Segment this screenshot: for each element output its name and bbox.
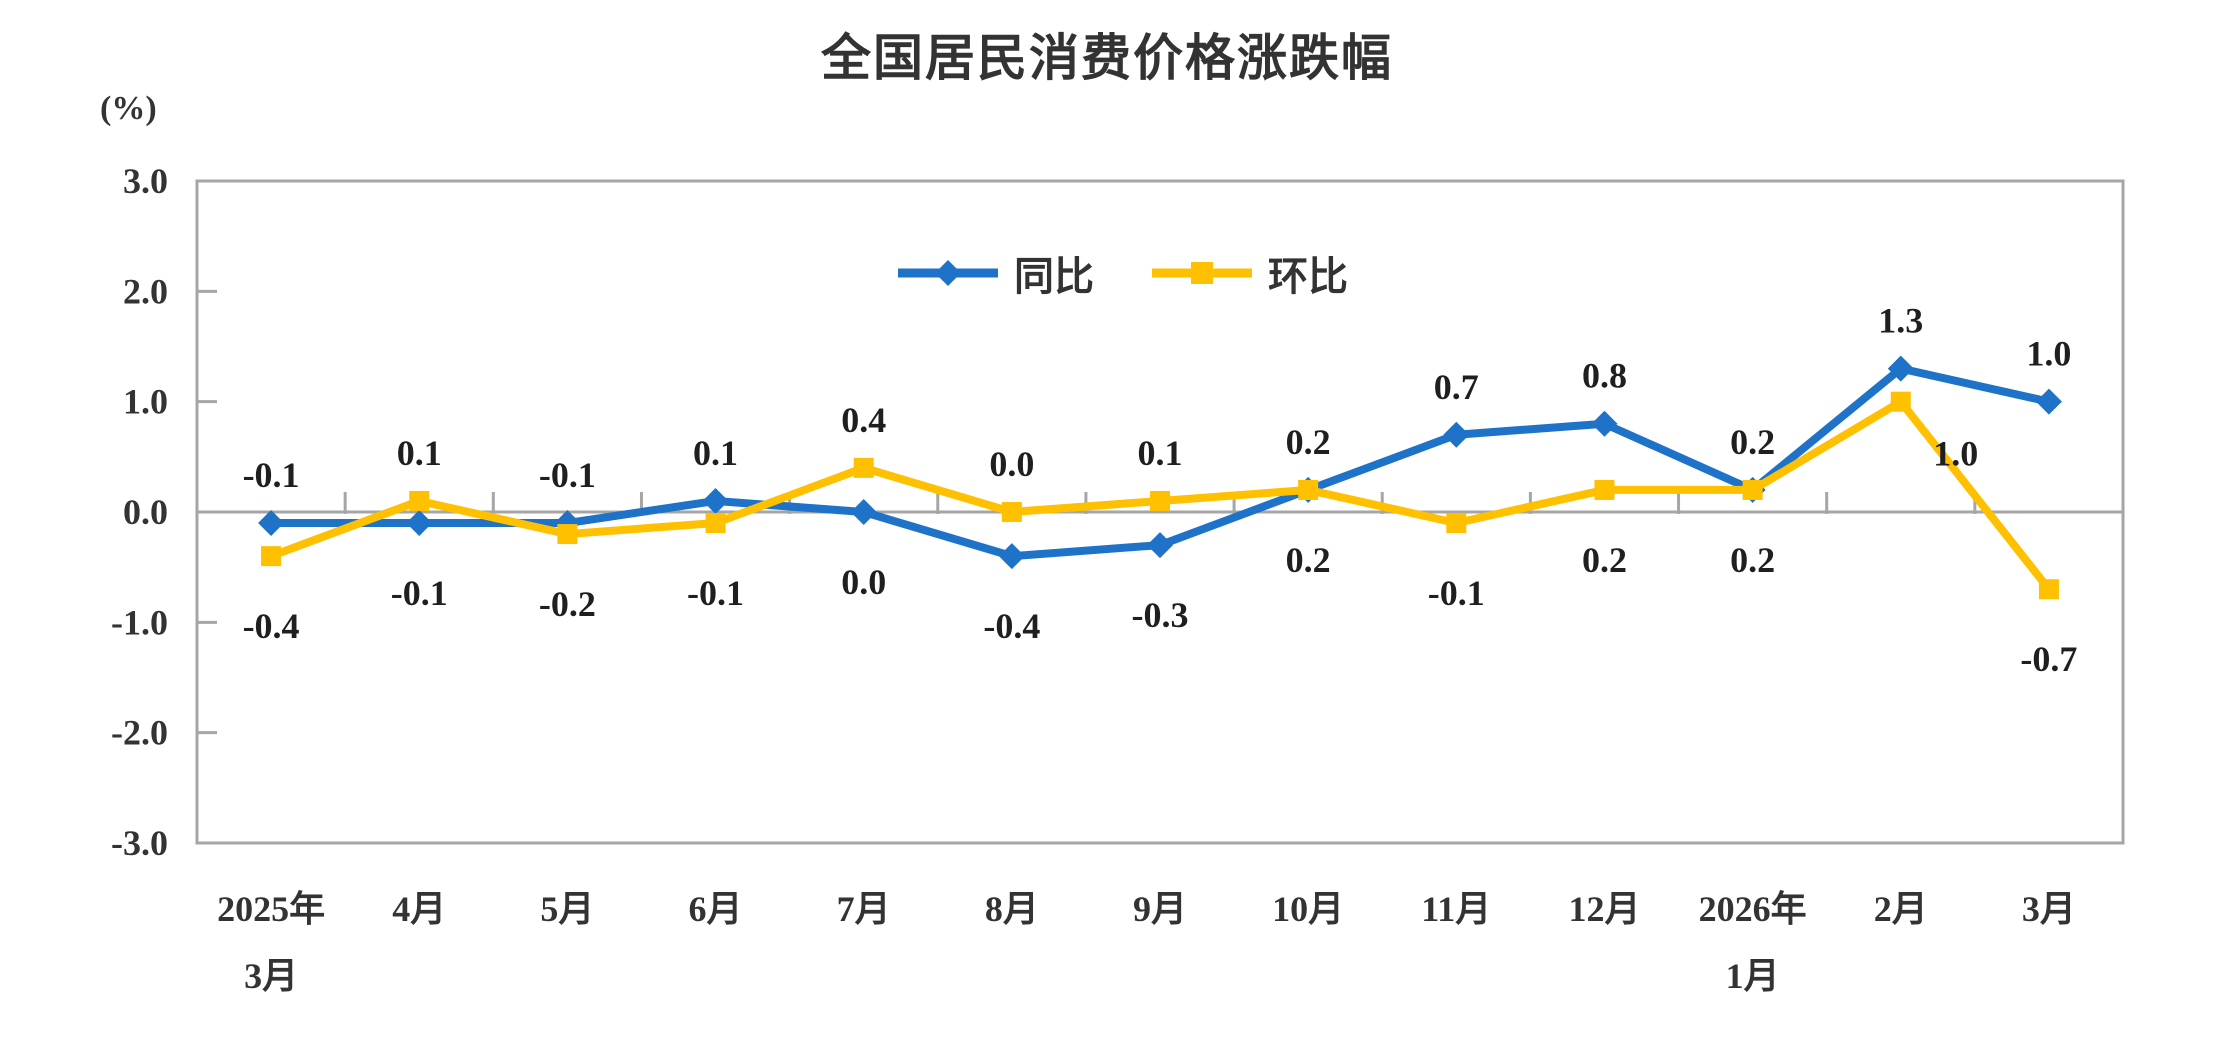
yoy-value-label: 0.8 [1582, 356, 1627, 396]
x-axis-label: 2025年 [217, 889, 325, 929]
yoy-value-label: 0.2 [1730, 422, 1775, 462]
yoy-point-marker [702, 487, 729, 514]
x-axis-label: 2026年 [1699, 889, 1807, 929]
yoy-point-marker [1591, 410, 1618, 437]
legend-item-yoy: 同比 [896, 244, 1094, 302]
mom-point-marker [1742, 479, 1763, 500]
y-axis-unit-label: (%) [100, 90, 157, 127]
y-axis-label: -1.0 [111, 602, 168, 642]
mom-point-marker [1150, 490, 1170, 511]
mom-point-marker [557, 524, 578, 545]
x-axis-label: 3月 [244, 956, 298, 996]
yoy-value-label: 0.2 [1286, 422, 1331, 462]
yoy-point-marker [406, 510, 433, 537]
mom-value-label: 0.2 [1286, 540, 1331, 580]
x-axis-label: 2月 [1874, 889, 1928, 929]
x-axis-label: 8月 [985, 889, 1039, 929]
yoy-diamond-marker-icon [935, 260, 961, 286]
mom-value-label: 0.1 [1138, 433, 1183, 473]
x-axis-label: 6月 [689, 889, 743, 929]
series-lines [258, 355, 2062, 600]
yoy-value-label: 0.1 [693, 433, 738, 473]
yoy-value-label: 0.0 [841, 562, 886, 602]
mom-value-label: -0.1 [687, 573, 744, 613]
mom-legend-sample [1152, 262, 1252, 284]
y-axis-label: 1.0 [123, 382, 168, 422]
yoy-value-label: -0.3 [1132, 595, 1189, 635]
yoy-legend-sample [898, 260, 998, 286]
mom-point-marker [2038, 579, 2059, 600]
y-axis-label: 3.0 [123, 161, 168, 201]
yoy-point-marker [1443, 421, 1470, 448]
y-axis-label: -3.0 [111, 823, 168, 863]
y-axis-label: -2.0 [111, 713, 168, 753]
mom-value-label: -0.7 [2020, 639, 2077, 679]
yoy-value-label: -0.1 [539, 455, 596, 495]
mom-value-label: 1.0 [1933, 434, 1978, 474]
yoy-point-marker [1887, 355, 1914, 382]
yoy-value-label: -0.1 [391, 573, 448, 613]
mom-point-marker [1594, 479, 1615, 500]
mom-point-marker [1446, 513, 1467, 534]
mom-point-marker [1001, 502, 1022, 522]
mom-value-label: -0.2 [539, 584, 596, 624]
x-axis-label: 10月 [1272, 889, 1344, 929]
mom-point-marker [705, 513, 726, 534]
yoy-value-label: 1.3 [1878, 301, 1923, 341]
y-axis-label: 2.0 [123, 271, 168, 311]
legend-label-yoy: 同比 [1014, 254, 1094, 299]
mom-point-marker [1890, 391, 1911, 412]
mom-point-marker [409, 490, 430, 511]
mom-value-label: 0.2 [1730, 540, 1775, 580]
yoy-point-marker [2035, 388, 2062, 415]
yoy-value-label: -0.1 [243, 455, 300, 495]
yoy-value-label: 1.0 [2026, 334, 2071, 374]
mom-value-label: 0.4 [841, 400, 886, 440]
y-axis-label: 0.0 [123, 492, 168, 532]
mom-value-label: 0.2 [1582, 540, 1627, 580]
yoy-point-marker [998, 543, 1025, 570]
yoy-value-label: -0.4 [983, 606, 1040, 646]
x-axis-label: 3月 [2022, 889, 2076, 929]
x-axis-label: 9月 [1133, 889, 1187, 929]
mom-point-marker [261, 546, 282, 567]
mom-point-marker [1298, 479, 1319, 500]
mom-value-label: -0.1 [1428, 573, 1485, 613]
plot-frame [195, 179, 2125, 845]
x-axis-label: 4月 [392, 889, 446, 929]
legend-item-mom: 环比 [1150, 244, 1348, 302]
axis-tick-labels: 3.0 2.0 1.0 0.0 -1.0 -2.0 -3.0 2025年 3月 4月 5月 6月 7月 8… [111, 161, 2076, 996]
yoy-point-marker [258, 510, 285, 537]
chart-title: 全国居民消费价格涨跌幅 [821, 30, 1393, 86]
x-axis-label: 11月 [1421, 889, 1491, 929]
data-point-labels: -0.1 -0.1 -0.1 0.1 0.0 -0.4 -0.3 0.2 0.7 0.8 0.2 1.… [243, 301, 2078, 680]
x-axis-label: 12月 [1568, 889, 1640, 929]
mom-square-marker-icon [1191, 262, 1213, 284]
x-axis-label: 5月 [540, 889, 594, 929]
mom-value-label: 0.0 [989, 444, 1034, 484]
yoy-point-marker [850, 499, 877, 525]
legend-label-mom: 环比 [1268, 254, 1348, 299]
mom-point-marker [853, 457, 874, 478]
x-axis-label: 1月 [1726, 956, 1780, 996]
mom-value-label: -0.4 [243, 606, 300, 646]
x-axis-label: 7月 [837, 889, 891, 929]
yoy-value-label: 0.7 [1434, 367, 1479, 407]
yoy-point-marker [1147, 532, 1173, 559]
chart-legend: 同比 环比 [896, 244, 1348, 302]
mom-value-label: 0.1 [397, 433, 442, 473]
